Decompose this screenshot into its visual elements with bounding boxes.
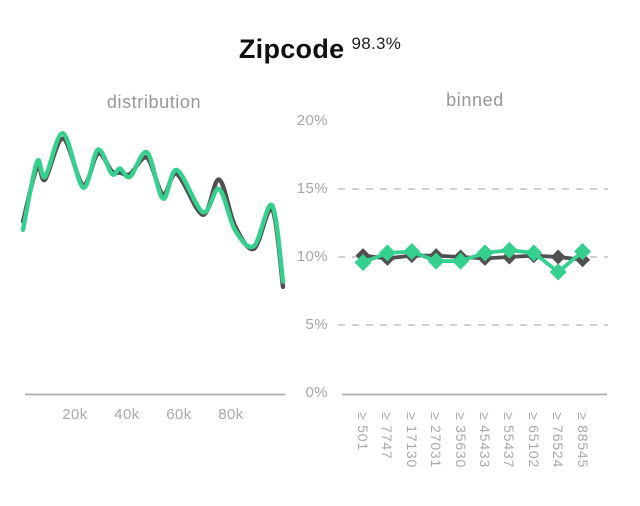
binned-marker-green-9: [574, 243, 592, 261]
binned-x-tick-label: ≥ 45433: [477, 412, 493, 469]
panel-label-distribution: distribution: [106, 92, 202, 112]
distribution-x-tick-60k: 60k: [166, 406, 192, 423]
y-tick-label-15pct: 15%: [296, 180, 328, 197]
binned-marker-green-1: [378, 244, 396, 262]
binned-x-tick-label: ≥ 501: [355, 412, 371, 451]
binned-marker-green-3: [427, 252, 445, 270]
binned-x-tick-label: ≥ 35630: [452, 412, 469, 469]
binned-marker-green-7: [525, 244, 543, 262]
distribution-x-tick-20k: 20k: [62, 406, 88, 423]
title-percentage-superscript: 98.3%: [351, 34, 402, 53]
binned-line-green: [361, 248, 585, 274]
binned-x-tick-label: ≥ 27031: [428, 412, 445, 469]
binned-marker-green-2: [403, 243, 421, 261]
panel-label-binned: binned: [446, 90, 504, 110]
binned-x-tick-label: ≥ 17130: [403, 412, 420, 469]
binned-marker-green-4: [452, 252, 470, 270]
binned-marker-green-6: [500, 241, 518, 259]
binned-marker-dark-8: [550, 249, 566, 265]
page-title: Zipcode: [238, 34, 345, 64]
distribution-line-green: [20, 130, 286, 284]
binned-x-tick-label: ≥ 55437: [501, 412, 518, 469]
binned-marker-green-8: [549, 263, 567, 281]
binned-marker-green-5: [476, 244, 494, 262]
y-tick-label-10pct: 10%: [296, 248, 328, 265]
y-tick-label-5pct: 5%: [305, 316, 328, 333]
distribution-x-tick-80k: 80k: [218, 406, 244, 423]
binned-x-tick-label: ≥ 76524: [550, 412, 567, 469]
y-tick-label-20pct: 20%: [296, 112, 328, 129]
y-tick-label-0pct: 0%: [305, 384, 328, 401]
binned-x-tick-label: ≥ 7747: [379, 412, 396, 460]
distribution-x-tick-40k: 40k: [114, 406, 140, 423]
chart-title-row: Zipcode 98.3%: [0, 34, 640, 65]
binned-x-tick-label: ≥ 88545: [574, 412, 591, 469]
binned-x-tick-label: ≥ 65102: [525, 412, 542, 469]
binned-marker-green-0: [354, 253, 372, 271]
